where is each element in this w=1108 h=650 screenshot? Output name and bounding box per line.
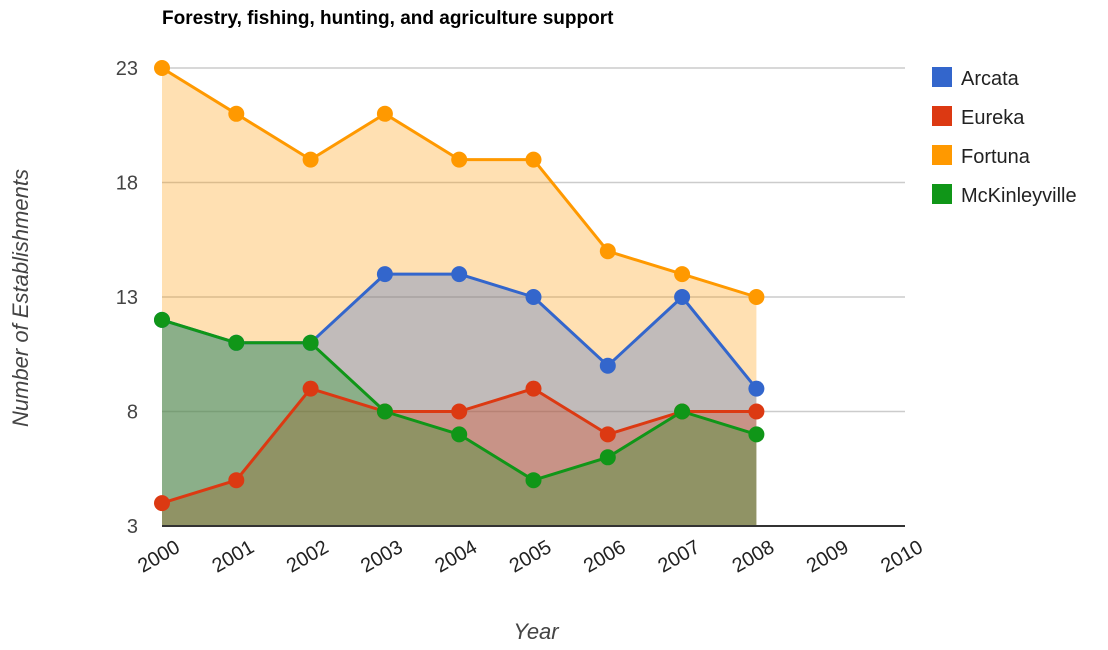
point-fortuna[interactable]	[674, 266, 691, 283]
legend-label-fortuna[interactable]: Fortuna	[961, 146, 1031, 168]
point-eureka[interactable]	[451, 403, 468, 420]
point-arcata[interactable]	[525, 289, 542, 305]
point-mckinleyville[interactable]	[451, 426, 468, 443]
x-tick-label: 2007	[654, 536, 704, 577]
y-tick-label: 18	[116, 173, 138, 195]
point-fortuna[interactable]	[525, 151, 542, 168]
point-eureka[interactable]	[154, 495, 170, 512]
point-arcata[interactable]	[674, 289, 691, 305]
legend-label-arcata[interactable]: Arcata	[961, 68, 1020, 90]
point-mckinleyville[interactable]	[228, 334, 245, 351]
legend-swatch-eureka	[932, 106, 952, 126]
x-tick-label: 2004	[431, 536, 481, 577]
point-fortuna[interactable]	[154, 60, 170, 76]
legend-swatch-fortuna	[932, 145, 952, 165]
x-axis-label: Year	[513, 619, 560, 644]
y-tick-label: 8	[127, 402, 138, 424]
x-tick-label: 2009	[803, 536, 853, 577]
point-mckinleyville[interactable]	[376, 403, 393, 420]
x-tick-label: 2006	[580, 536, 630, 577]
x-tick-label: 2000	[134, 536, 184, 577]
x-tick-label: 2008	[729, 536, 779, 577]
y-tick-label: 13	[116, 287, 138, 309]
x-tick-label: 2005	[506, 536, 556, 577]
point-fortuna[interactable]	[228, 105, 245, 122]
area-eureka	[162, 388, 757, 526]
gridlines	[162, 67, 905, 413]
point-eureka[interactable]	[302, 380, 319, 397]
area-mckinleyville	[162, 319, 757, 526]
x-tick-label: 2010	[877, 536, 927, 577]
point-mckinleyville[interactable]	[525, 472, 542, 489]
point-eureka[interactable]	[599, 426, 616, 443]
point-arcata[interactable]	[748, 380, 765, 397]
point-mckinleyville[interactable]	[302, 334, 319, 351]
legend-label-eureka[interactable]: Eureka	[961, 107, 1025, 129]
y-tick-labels: 3 8 13 18 23	[116, 58, 138, 538]
point-fortuna[interactable]	[599, 243, 616, 260]
x-tick-labels: 2000 2001 2002 2003 2004 2005 2006 2007 2008 2009…	[134, 536, 927, 577]
point-mckinleyville[interactable]	[748, 426, 765, 443]
legend-label-mckinleyville[interactable]: McKinleyville	[961, 185, 1077, 207]
x-tick-label: 2003	[357, 536, 407, 577]
y-tick-label: 23	[116, 58, 138, 80]
x-tick-label: 2001	[209, 536, 259, 577]
area-fortuna	[162, 68, 757, 526]
point-mckinleyville[interactable]	[154, 311, 170, 328]
point-arcata[interactable]	[599, 357, 616, 374]
x-tick-label: 2002	[283, 536, 333, 577]
point-fortuna[interactable]	[451, 151, 468, 168]
point-fortuna[interactable]	[748, 289, 765, 305]
series-points	[154, 60, 765, 512]
series-areas	[162, 68, 757, 526]
point-eureka[interactable]	[525, 380, 542, 397]
legend-swatch-arcata	[932, 67, 952, 87]
point-eureka[interactable]	[228, 472, 245, 489]
point-eureka[interactable]	[748, 403, 765, 420]
point-mckinleyville[interactable]	[599, 449, 616, 466]
point-arcata[interactable]	[451, 266, 468, 283]
legend-swatch-mckinleyville	[932, 184, 952, 204]
legend: Arcata Eureka Fortuna McKinleyville	[932, 67, 1077, 207]
point-mckinleyville[interactable]	[674, 403, 691, 420]
y-tick-label: 3	[127, 516, 138, 538]
point-fortuna[interactable]	[302, 151, 319, 168]
point-arcata[interactable]	[376, 266, 393, 283]
y-axis-label: Number of Establishments	[8, 169, 33, 427]
point-fortuna[interactable]	[376, 105, 393, 122]
chart-title: Forestry, fishing, hunting, and agricult…	[162, 8, 614, 29]
